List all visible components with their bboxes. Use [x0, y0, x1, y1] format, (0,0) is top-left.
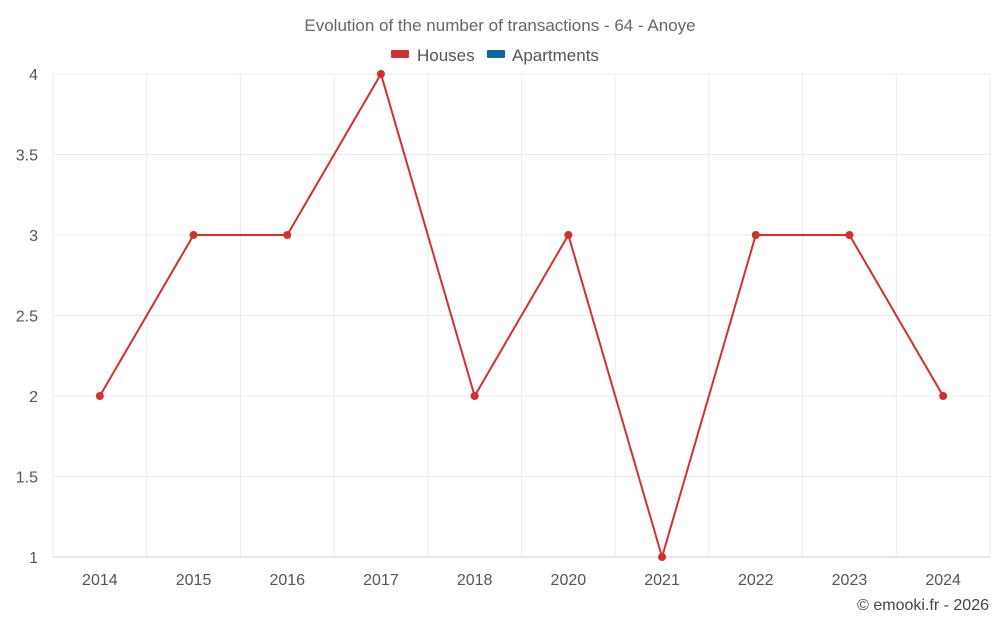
- credit-text: © emooki.fr - 2026: [857, 597, 989, 614]
- legend-swatch-apartments: [487, 50, 505, 58]
- y-tick-label: 3.5: [16, 148, 38, 165]
- x-tick-label: 2021: [644, 572, 680, 589]
- data-point-2020[interactable]: [564, 231, 573, 239]
- x-tick-label: 2024: [925, 572, 961, 589]
- x-tick-label: 2017: [363, 572, 399, 589]
- x-axis-ticks: 2014 2015 2016 2017 2018 2020 2021 2022 2023 2024: [82, 572, 961, 589]
- data-point-2024[interactable]: [939, 392, 948, 400]
- data-point-2017[interactable]: [376, 70, 385, 78]
- y-tick-label: 2: [29, 389, 38, 406]
- data-point-2023[interactable]: [845, 231, 854, 239]
- series-line-houses: [98, 73, 945, 558]
- x-tick-label: 2015: [176, 572, 212, 589]
- chart-title: Evolution of the number of transactions …: [304, 16, 695, 35]
- data-point-2016[interactable]: [283, 231, 292, 239]
- y-tick-label: 1: [29, 550, 38, 567]
- series-houses: [95, 70, 948, 561]
- x-tick-label: 2018: [457, 572, 493, 589]
- y-tick-label: 4: [29, 67, 38, 84]
- legend: Houses Apartments: [391, 46, 599, 65]
- data-point-2022[interactable]: [751, 231, 760, 239]
- y-tick-label: 2.5: [16, 309, 38, 326]
- x-tick-label: 2020: [551, 572, 587, 589]
- data-point-2015[interactable]: [189, 231, 198, 239]
- legend-label-houses[interactable]: Houses: [417, 46, 475, 65]
- data-point-2018[interactable]: [470, 392, 479, 400]
- x-tick-label: 2014: [82, 572, 118, 589]
- x-tick-label: 2016: [269, 572, 305, 589]
- x-tick-label: 2023: [832, 572, 868, 589]
- y-axis-ticks: 1 1.5 2 2.5 3 3.5 4: [16, 67, 38, 567]
- y-tick-label: 3: [29, 228, 38, 245]
- x-tick-label: 2022: [738, 572, 774, 589]
- y-tick-label: 1.5: [16, 470, 38, 487]
- legend-label-apartments[interactable]: Apartments: [512, 46, 599, 65]
- data-point-2014[interactable]: [95, 392, 104, 400]
- data-point-2021[interactable]: [658, 553, 667, 561]
- legend-swatch-houses: [391, 50, 409, 58]
